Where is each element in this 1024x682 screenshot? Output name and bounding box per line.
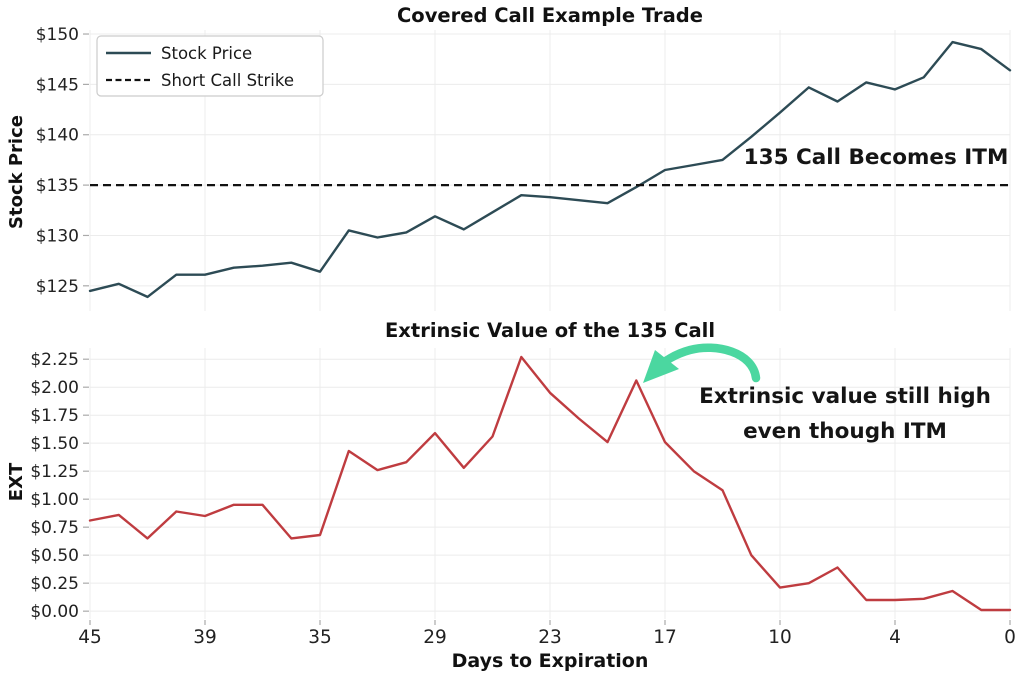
x-tick-label: 17: [653, 627, 677, 648]
extrinsic-annotation-line2: even though ITM: [743, 419, 947, 444]
y-tick-label: $0.50: [30, 546, 79, 566]
bottom-chart-title: Extrinsic Value of the 135 Call: [385, 319, 715, 342]
bottom-chart-axis: $0.00 $0.25 $0.50 $0.75 $1.00 $1.25 $1.50 $1.75…: [30, 350, 1016, 648]
y-tick-label: $150: [36, 25, 79, 45]
y-tick-label: $0.75: [30, 518, 79, 538]
x-tick-label: 45: [78, 627, 102, 648]
legend-stock-label: Stock Price: [161, 44, 252, 63]
itm-annotation: 135 Call Becomes ITM: [744, 145, 1009, 170]
legend: Stock Price Short Call Strike: [96, 35, 324, 97]
ext-value-line: [88, 355, 1012, 612]
y-tick-label: $1.50: [30, 434, 79, 454]
x-tick-label: 29: [423, 627, 447, 648]
y-tick-label: $125: [36, 277, 79, 297]
x-tick-label: 0: [1004, 627, 1016, 648]
green-arrow-shaft: [652, 343, 761, 383]
y-tick-label: $1.75: [30, 406, 79, 426]
bottom-chart-gridlines: [89, 348, 1011, 619]
bottom-chart-ylabel: EXT: [6, 462, 27, 501]
extrinsic-annotation-line1: Extrinsic value still high: [699, 384, 991, 409]
y-tick-label: $1.00: [30, 490, 79, 510]
y-tick-label: $145: [36, 75, 79, 95]
x-axis-label: Days to Expiration: [452, 650, 649, 672]
legend-box: [96, 35, 324, 97]
y-tick-label: $140: [36, 126, 79, 146]
y-tick-label: $0.00: [30, 602, 79, 622]
bottom-chart-series: [88, 355, 1012, 612]
x-tick-label: 4: [889, 627, 901, 648]
y-tick-label: $2.25: [30, 350, 79, 370]
y-tick-label: $2.00: [30, 378, 79, 398]
legend-strike-label: Short Call Strike: [161, 71, 294, 90]
x-tick-label: 39: [193, 627, 217, 648]
x-tick-label: 10: [768, 627, 792, 648]
x-tick-label: 23: [538, 627, 562, 648]
y-tick-label: $135: [36, 176, 79, 196]
y-tick-label: $0.25: [30, 574, 79, 594]
green-arrow-head: [643, 350, 679, 383]
top-chart-series: [88, 40, 1012, 299]
x-tick-label: 35: [308, 627, 332, 648]
top-chart-ylabel: Stock Price: [6, 115, 27, 229]
y-tick-label: $1.25: [30, 462, 79, 482]
y-tick-label: $130: [36, 226, 79, 246]
top-chart-title: Covered Call Example Trade: [397, 4, 703, 27]
green-arrow: [643, 343, 761, 383]
stock-price-line: [88, 40, 1012, 299]
top-chart-axis: $125 $130 $135 $140 $145 $150: [36, 25, 89, 297]
